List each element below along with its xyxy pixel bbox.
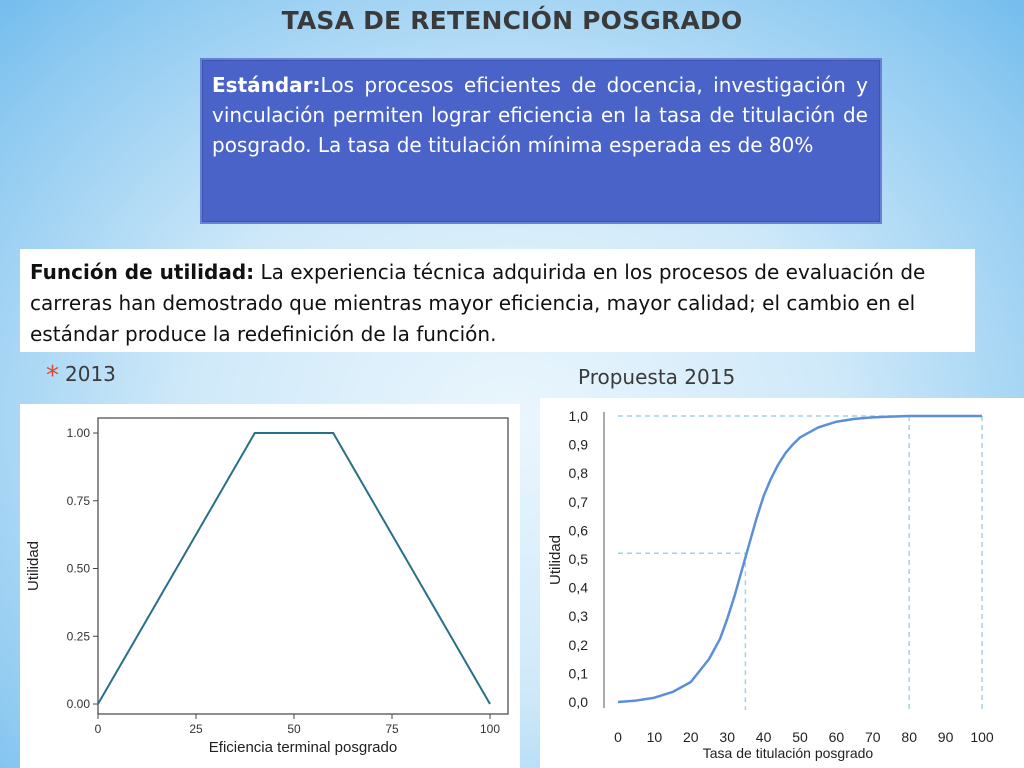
utility-curve-2015 (617, 414, 982, 704)
x-tick-label: 50 (287, 722, 301, 736)
utility-line-2013 (97, 432, 491, 705)
chart-2015-svg: 0,0 0,1 0,2 0,3 0,4 0,5 0,6 0,7 0,8 0,9 1,0 0 10 20 30… (547, 408, 994, 761)
y-tick-label: 0,6 (569, 522, 589, 538)
y-tick-label: 0,5 (569, 551, 589, 567)
year-2013-label: * 2013 (46, 358, 116, 391)
y-tick-label: 0,9 (569, 437, 589, 453)
standard-box: Estándar:Los procesos eficientes de doce… (200, 58, 882, 224)
proposal-2015-label: Propuesta 2015 (578, 365, 736, 389)
chart-2013: 0.00 0.25 0.50 0.75 1.00 0 25 50 75 100 Eficiencia… (20, 404, 520, 768)
function-text: La experiencia técnica adquirida en los … (30, 260, 926, 346)
chart-2015: 0,0 0,1 0,2 0,3 0,4 0,5 0,6 0,7 0,8 0,9 1,0 0 10 20 30… (540, 398, 1024, 768)
x-tick-label: 70 (865, 729, 881, 745)
y-tick-label: 1,0 (569, 408, 589, 424)
standard-paragraph: Estándar:Los procesos eficientes de doce… (212, 70, 868, 160)
x-tick-label: 10 (647, 729, 663, 745)
function-lead: Función de utilidad: (30, 260, 255, 284)
y-tick-label: 0.00 (67, 697, 91, 711)
x-tick-label: 100 (970, 729, 994, 745)
y-axis-label: Utilidad (25, 541, 42, 591)
x-tick-label: 30 (719, 729, 735, 745)
x-axis-label: Tasa de titulación posgrado (703, 745, 874, 761)
y-tick-label: 0,2 (569, 637, 589, 653)
y-tick-label: 0,7 (569, 494, 589, 510)
standard-lead: Estándar: (212, 73, 321, 97)
y-tick-label: 0,4 (569, 580, 589, 596)
bullet-star-icon: * (46, 361, 59, 391)
y-tick-label: 0,1 (569, 665, 589, 681)
standard-text: Los procesos eficientes de docencia, inv… (212, 73, 868, 157)
y-tick-label: 0,8 (569, 465, 589, 481)
y-tick-label: 0.75 (67, 494, 91, 508)
x-tick-label: 80 (901, 729, 917, 745)
y-tick-label: 0.50 (67, 562, 91, 576)
function-paragraph: Función de utilidad: La experiencia técn… (30, 257, 965, 350)
x-tick-label: 20 (683, 729, 699, 745)
x-tick-label: 25 (189, 722, 203, 736)
x-tick-label: 50 (792, 729, 808, 745)
x-tick-label: 90 (938, 729, 954, 745)
x-tick-label: 60 (829, 729, 845, 745)
chart-2013-svg: 0.00 0.25 0.50 0.75 1.00 0 25 50 75 100 Eficiencia… (25, 417, 509, 756)
y-tick-label: 0,0 (569, 694, 589, 710)
y-tick-label: 0,3 (569, 608, 589, 624)
label-2013-text: 2013 (65, 362, 116, 386)
utility-function-box: Función de utilidad: La experiencia técn… (20, 249, 975, 352)
x-tick-label: 75 (385, 722, 399, 736)
y-tick-label: 1.00 (67, 426, 91, 440)
x-tick-label: 0 (95, 722, 102, 736)
slide-title: TASA DE RETENCIÓN POSGRADO (281, 6, 743, 35)
x-tick-label: 40 (756, 729, 772, 745)
x-axis-label: Eficiencia terminal posgrado (209, 739, 397, 756)
plot-frame (97, 417, 509, 715)
x-tick-label: 0 (614, 729, 622, 745)
y-axis-label: Utilidad (547, 535, 564, 585)
x-tick-label: 100 (480, 722, 500, 736)
y-tick-label: 0.25 (67, 629, 91, 643)
